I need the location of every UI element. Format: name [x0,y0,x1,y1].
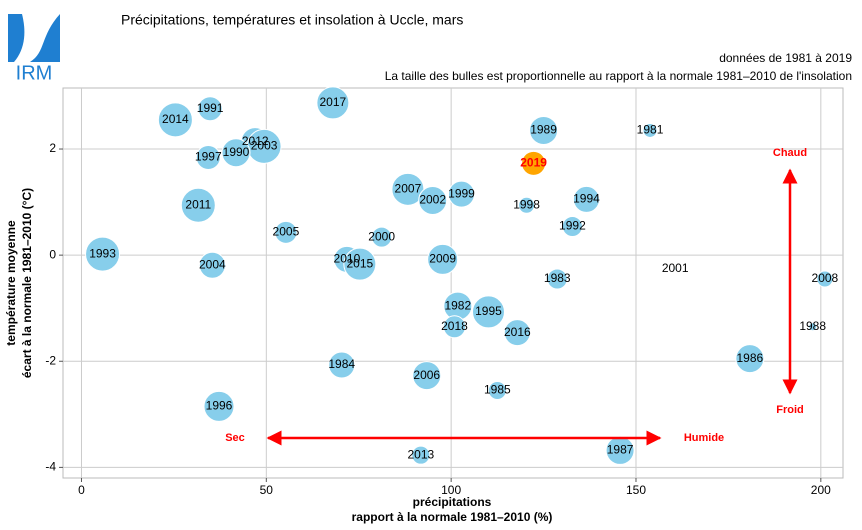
y-tick-label: 0 [49,247,56,261]
annotation: Froid [776,404,804,416]
bubble [85,236,121,272]
bubble [221,138,251,168]
annotation: Sec [225,432,245,444]
bubble [412,361,442,391]
bubble-label: 1984 [328,357,355,371]
bubble [198,251,226,279]
bubble [180,187,216,223]
bubble-label: 2004 [199,257,226,271]
x-axis-label: précipitations [413,495,492,509]
bubble [371,226,393,248]
y-tick-label: 2 [49,141,56,155]
annotation: Humide [684,432,724,444]
bubble-label: 1988 [799,319,826,333]
logo-shape [8,14,25,62]
x-tick-label: 0 [78,483,85,497]
logo: IRM [8,14,60,84]
bubble-label: 2017 [320,95,347,109]
bubble [157,102,193,138]
bubble [529,115,559,145]
bubble [427,243,459,275]
bubble-label: 2008 [812,271,839,285]
bubble-label: 2018 [441,319,468,333]
logo-shape [30,14,60,62]
bubble [197,96,223,122]
bubble [503,319,531,347]
bubble-label: 1996 [206,399,233,413]
logo-text: IRM [16,62,53,84]
bubble-label: 1986 [736,351,763,365]
chart-title: Précipitations, températures et insolati… [121,12,463,28]
bubble [735,344,765,374]
bubble-label: 1991 [197,101,224,115]
bubble [274,220,298,244]
bubble [195,145,221,171]
bubble [521,150,547,176]
x-tick-label: 100 [441,483,461,497]
bubble-label: 1981 [637,123,664,137]
bubble-label: 1982 [444,298,471,312]
bubble-label: 2009 [429,252,456,266]
bubble [448,180,476,208]
bubble-label: 2007 [395,182,422,196]
annotation: Chaud [773,147,807,159]
bubble [808,322,818,332]
bubble-label: 2011 [185,197,211,211]
y-axis-label: écart à la normale 1981–2010 (°C) [20,188,34,378]
bubble [673,267,677,271]
x-tick-label: 50 [260,483,274,497]
bubble-label: 1983 [544,271,571,285]
bubble [518,196,536,214]
y-tick-label: -4 [45,460,56,474]
bubble-label: 2015 [346,256,373,270]
bubble-label: 2012 [242,134,269,148]
bubble [203,390,235,422]
y-tick-label: -2 [45,353,56,367]
bubble [471,295,505,329]
bubble-label: 2006 [413,368,440,382]
bubble-label: 2016 [504,325,531,339]
bubble [572,185,600,213]
bubble-label: 1993 [89,246,116,260]
y-axis-label: température moyenne [4,220,18,346]
x-tick-label: 150 [626,483,646,497]
bubble-label: 2019 [520,156,547,170]
bubble-label: 2010 [334,252,361,266]
bubble-label: 2014 [162,112,189,126]
bubble [343,247,377,281]
bubble-label: 1990 [223,145,250,159]
x-axis-label: rapport à la normale 1981–2010 (%) [352,510,553,524]
bubble [442,315,466,339]
bubble-label: 1987 [607,443,634,457]
bubble-label: 1999 [448,186,475,200]
note: données de 1981 à 2019 [719,51,852,65]
bubble-label: 2002 [419,193,446,207]
bubble-label: 1989 [530,123,557,137]
bubble [411,445,431,465]
plot-border [62,87,844,479]
bubble-label: 1995 [475,304,502,318]
bubble [316,86,350,120]
bubble [328,351,356,379]
bubble-label: 1985 [484,383,511,397]
bubble-label: 2003 [251,139,278,153]
bubble [561,215,583,237]
bubble [816,270,834,288]
x-tick-label: 200 [811,483,831,497]
bubble [546,268,568,290]
bubble [642,122,658,138]
bubble-label: 2013 [407,447,434,461]
bubble-label: 2001 [662,261,689,275]
bubble-label: 2005 [273,224,300,238]
bubble-label: 1994 [573,192,600,206]
bubble [418,185,448,215]
bubble [487,380,507,400]
note: La taille des bulles est proportionnelle… [385,69,852,83]
bubble-label: 1997 [195,150,222,164]
bubble-label: 1998 [513,197,540,211]
bubble-label: 1992 [559,219,586,233]
bubble-label: 2000 [368,229,395,243]
